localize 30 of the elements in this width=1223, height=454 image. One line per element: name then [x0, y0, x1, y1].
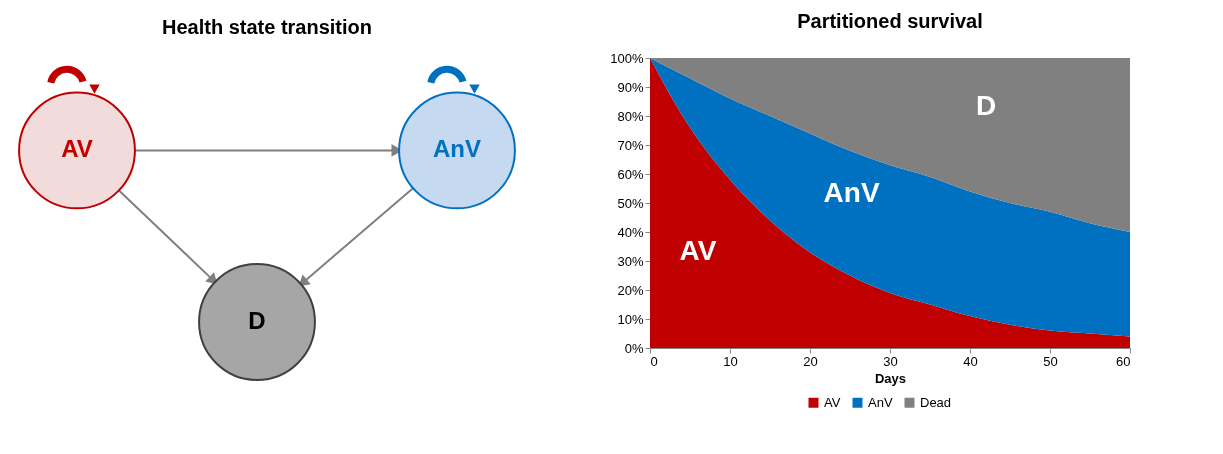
y-tick-label: 40%	[617, 224, 644, 240]
x-axis-title: Days	[874, 370, 907, 386]
x-tick-label: 30	[883, 353, 898, 369]
text: AV	[61, 135, 93, 163]
y-tick-label: 60%	[617, 166, 644, 182]
chart-title: Partitioned survival	[797, 10, 983, 32]
legend-label: AnV	[868, 394, 893, 410]
x-tick-label: 20	[803, 353, 818, 369]
x-tick-label: 50	[1043, 353, 1058, 369]
legend-label: AV	[824, 394, 841, 410]
x-tick-label: 60	[1116, 353, 1131, 369]
y-tick-label: 0%	[624, 340, 644, 356]
y-tick-label: 10%	[617, 311, 644, 327]
text: D	[248, 307, 266, 334]
annotation: AV	[679, 235, 717, 267]
y-tick-label: 90%	[617, 79, 644, 95]
y-tick-label: 50%	[617, 195, 644, 211]
annotation: AnV	[823, 177, 880, 209]
x-tick-label: 10	[723, 353, 738, 369]
x-tick-label: 40	[963, 353, 978, 369]
text: AnV	[433, 135, 481, 163]
y-tick-label: 30%	[617, 253, 644, 269]
y-tick-label: 100%	[610, 50, 644, 66]
x-tick-label: 0	[650, 353, 658, 369]
legend-label: Dead	[920, 394, 952, 410]
y-tick-label: 20%	[617, 282, 644, 298]
y-tick-label: 80%	[617, 108, 644, 124]
y-tick-label: 70%	[617, 137, 644, 153]
annotation: D	[975, 90, 997, 122]
text: Health state transition	[161, 16, 373, 38]
